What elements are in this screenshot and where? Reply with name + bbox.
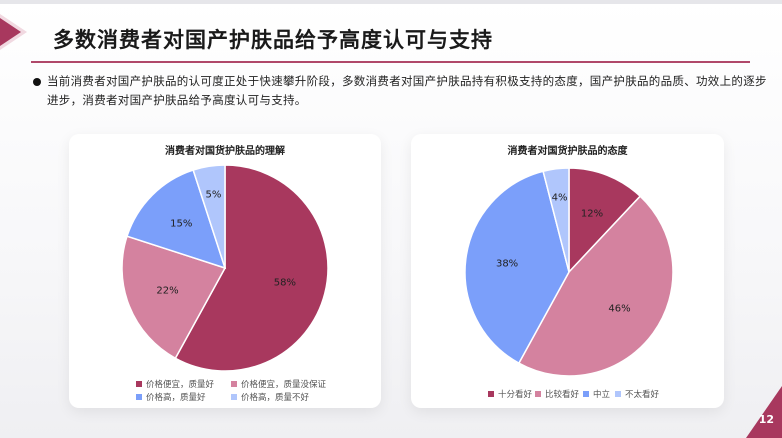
title-divider — [31, 61, 750, 63]
legend-label: 比较看好 — [545, 390, 580, 400]
slice-label: 46% — [608, 303, 631, 315]
chart-card-attitude: 消费者对国货护肤品的态度 12% 46% 38% 4% 十分看好 比较看好 中立 不太… — [411, 134, 724, 408]
legend-item: 价格便宜，质量好 — [136, 378, 214, 390]
legend-swatch — [615, 391, 621, 397]
legend-label: 价格便宜，质量没保证 — [241, 380, 327, 390]
title-arrow-icon — [0, 14, 27, 50]
legend-swatch — [136, 381, 142, 387]
slice-label: 58% — [273, 277, 296, 289]
legend-label: 不太看好 — [625, 390, 660, 400]
top-strip — [0, 0, 782, 4]
pie-slice — [517, 195, 674, 377]
legend-item: 中立 — [583, 388, 610, 400]
slice-label: 12% — [580, 208, 604, 220]
legend-label: 十分看好 — [498, 390, 533, 400]
chart-title: 消费者对国货护肤品的态度 — [507, 146, 628, 157]
slice-label: 5% — [205, 189, 222, 201]
legend-item: 价格高，质量不好 — [231, 391, 309, 403]
slice-label: 4% — [551, 192, 568, 204]
pie-chart-understanding — [121, 164, 329, 372]
legend-item: 不太看好 — [615, 388, 659, 400]
pie-slice — [192, 164, 226, 269]
pie-slice — [542, 167, 570, 273]
legend-swatch — [231, 381, 237, 387]
legend-item: 价格便宜，质量没保证 — [231, 378, 326, 390]
slice-label: 15% — [170, 218, 193, 230]
body-text: 当前消费者对国产护肤品的认可度正处于快速攀升阶段，多数消费者对国产护肤品持有积极… — [47, 74, 767, 107]
bullet-dot-icon — [33, 78, 41, 86]
chart-title: 消费者对国货护肤品的理解 — [165, 146, 285, 157]
page-title: 多数消费者对国产护肤品给予高度认可与支持 — [53, 28, 493, 52]
legend-swatch — [583, 391, 589, 397]
slice-label: 38% — [495, 258, 519, 270]
legend-label: 价格便宜，质量好 — [146, 380, 215, 390]
legend-item: 价格高，质量好 — [136, 391, 206, 403]
legend-swatch — [136, 394, 142, 400]
chart-card-understanding: 消费者对国货护肤品的理解 58% 22% 15% 5% 价格便宜，质量好 价格便宜，质… — [69, 134, 381, 408]
legend-swatch — [231, 394, 237, 400]
pie-slice — [464, 170, 570, 365]
slice-label: 22% — [156, 285, 179, 297]
legend-label: 价格高，质量不好 — [241, 393, 310, 403]
legend-swatch — [488, 391, 494, 397]
legend-swatch — [535, 391, 541, 397]
legend-label: 中立 — [593, 390, 611, 400]
pie-slice — [568, 167, 642, 274]
legend-label: 价格高，质量好 — [146, 393, 206, 403]
legend-item: 比较看好 — [535, 388, 579, 400]
page-number: 12 — [758, 413, 774, 426]
pie-slice — [174, 164, 329, 372]
pie-slice — [121, 235, 227, 360]
legend-item: 十分看好 — [488, 388, 532, 400]
corner-decoration — [746, 386, 782, 438]
pie-chart-attitude — [464, 167, 674, 377]
